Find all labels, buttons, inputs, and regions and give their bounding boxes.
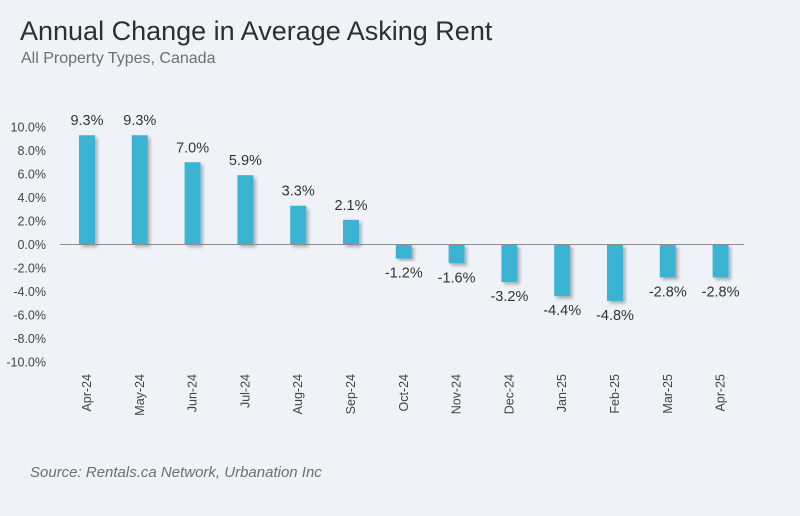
- bar-jun-24: [184, 162, 201, 245]
- chart-title: Annual Change in Average Asking Rent: [20, 16, 493, 46]
- y-tick-label: -6.0%: [13, 309, 46, 323]
- data-label: -2.8%: [702, 284, 740, 300]
- bar-jan-25: [554, 244, 571, 297]
- x-tick-label: Nov-24: [450, 374, 464, 414]
- y-tick-label: 8.0%: [18, 144, 47, 158]
- y-tick-label: -2.0%: [13, 262, 46, 276]
- bar-mar-25: [659, 244, 676, 278]
- x-tick-label: May-24: [133, 374, 147, 416]
- x-tick-label: Jan-25: [555, 374, 569, 412]
- y-tick-label: 2.0%: [18, 215, 47, 229]
- x-tick-label: Aug-24: [291, 374, 305, 414]
- data-label: -3.2%: [490, 289, 528, 305]
- chart-subtitle: All Property Types, Canada: [21, 50, 216, 67]
- bar-dec-24: [501, 244, 518, 283]
- bars: [79, 135, 729, 301]
- x-tick-label: Feb-25: [608, 374, 622, 414]
- data-label: 9.3%: [70, 113, 103, 129]
- x-tick-label: Mar-25: [661, 374, 675, 414]
- data-label: -4.4%: [543, 303, 581, 319]
- y-tick-label: -8.0%: [13, 332, 46, 346]
- bar-may-24: [131, 135, 148, 245]
- bar-apr-25: [712, 244, 729, 278]
- y-tick-label: 4.0%: [18, 191, 47, 205]
- x-tick-label: Oct-24: [397, 374, 411, 412]
- x-tick-label: Jun-24: [186, 374, 200, 412]
- data-label: 5.9%: [229, 153, 262, 169]
- data-label: 9.3%: [123, 113, 156, 129]
- data-label: -1.2%: [385, 266, 423, 282]
- bar-feb-25: [607, 244, 623, 301]
- bar-nov-24: [448, 244, 465, 264]
- x-tick-label: Apr-25: [714, 374, 728, 412]
- data-label: 3.3%: [282, 184, 315, 200]
- bar-jul-24: [237, 175, 254, 245]
- x-tick-label: Apr-24: [80, 374, 94, 412]
- x-tick-label: Jul-24: [238, 374, 252, 408]
- bar-oct-24: [395, 244, 412, 259]
- y-tick-label: -10.0%: [6, 356, 46, 370]
- data-label: -2.8%: [649, 284, 687, 300]
- data-labels: 9.3% 9.3%7.0%5.9%3.3%2.1%-1.2% -1.6%-3.2%-…: [70, 113, 739, 324]
- y-tick-label: 10.0%: [11, 121, 46, 135]
- data-label: -4.8%: [596, 308, 634, 324]
- y-tick-label: 6.0%: [18, 168, 47, 182]
- source-note: Source: Rentals.ca Network, Urbanation I…: [30, 464, 322, 481]
- bar-sep-24: [343, 219, 359, 245]
- bar-aug-24: [290, 205, 307, 245]
- y-tick-label: -4.0%: [13, 285, 46, 299]
- data-label: 2.1%: [334, 198, 367, 214]
- data-label: 7.0%: [176, 140, 209, 156]
- y-axis: 10.0% 8.0% 6.0% 4.0% 2.0% 0.0% -2.0% -4.0% -6.0%…: [6, 121, 46, 370]
- x-axis: Apr-24 May-24 Jun-24 Jul-24 Aug-24 Sep-24 Oct-…: [80, 374, 728, 416]
- data-label: -1.6%: [438, 270, 476, 286]
- x-tick-label: Sep-24: [344, 374, 358, 414]
- y-tick-label: 0.0%: [18, 238, 47, 252]
- bar-apr-24: [79, 135, 95, 245]
- x-tick-label: Dec-24: [502, 374, 516, 414]
